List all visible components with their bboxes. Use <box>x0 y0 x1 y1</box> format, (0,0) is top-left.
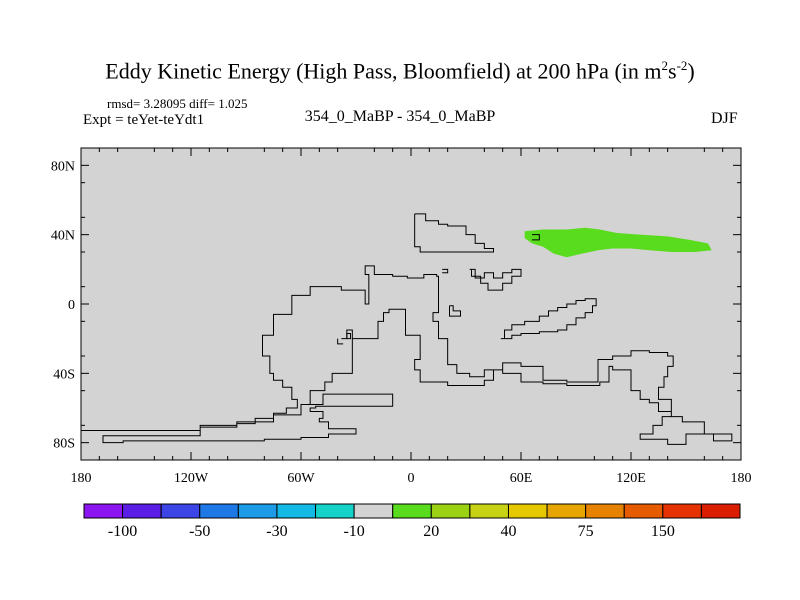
x-tick-label: 180 <box>71 471 92 486</box>
colorbar-label: -10 <box>343 523 364 540</box>
colorbar-box <box>160 503 201 519</box>
season-label: DJF <box>711 110 738 127</box>
colorbar-box <box>430 503 471 519</box>
rmsd-label: rmsd= 3.28095 diff= 1.025 <box>107 96 248 111</box>
coastline <box>442 268 449 274</box>
colorbar-box <box>662 503 702 519</box>
coastline <box>532 234 540 241</box>
coastline <box>449 305 461 317</box>
coastline <box>81 265 733 445</box>
colorbar-box <box>199 503 239 519</box>
x-tick-label: 120E <box>616 471 646 486</box>
colorbar-box <box>122 503 162 519</box>
coastline <box>414 213 494 253</box>
case-label: 354_0_MaBP - 354_0_MaBP <box>304 108 496 125</box>
coastline <box>341 332 351 340</box>
colorbar-box <box>315 503 355 519</box>
y-tick-label: 80S <box>53 437 75 452</box>
colorbar-box <box>546 503 587 519</box>
y-tick-label: 80N <box>51 159 75 174</box>
y-tick-label: 0 <box>68 298 75 313</box>
colorbar-label: -100 <box>108 523 137 540</box>
colorbar-box <box>237 503 278 519</box>
plot-background <box>81 148 741 460</box>
colorbar-box <box>353 503 394 519</box>
colorbar-box <box>585 503 625 519</box>
colorbar-box <box>83 503 124 519</box>
experiment-label: Expt = teYet-teYdt1 <box>83 112 205 128</box>
coastline <box>469 268 522 291</box>
colorbar-label: 20 <box>423 523 439 540</box>
x-tick-label: 60E <box>510 471 533 486</box>
coastline <box>346 329 353 339</box>
colorbar-box <box>469 503 509 519</box>
x-tick-label: 120W <box>174 471 209 486</box>
coastline <box>500 298 597 340</box>
coastline <box>337 338 344 345</box>
colorbar-label: -50 <box>189 523 210 540</box>
colorbar-label: 75 <box>578 523 594 540</box>
y-tick-label: 40N <box>51 229 75 244</box>
shaded-region <box>524 227 712 258</box>
colorbar-box <box>276 503 317 519</box>
colorbar-box <box>623 503 664 519</box>
y-tick-label: 40S <box>53 367 75 382</box>
colorbar-box <box>700 503 741 519</box>
colorbar-box <box>507 503 548 519</box>
x-tick-label: 180 <box>731 471 752 486</box>
x-tick-label: 0 <box>408 471 415 486</box>
colorbar-label: -30 <box>266 523 287 540</box>
colorbar-box <box>392 503 432 519</box>
colorbar-label: 40 <box>500 523 516 540</box>
colorbar-label: 150 <box>651 523 675 540</box>
chart-title: Eddy Kinetic Energy (High Pass, Bloomfie… <box>105 58 695 84</box>
x-tick-label: 60W <box>287 471 315 486</box>
